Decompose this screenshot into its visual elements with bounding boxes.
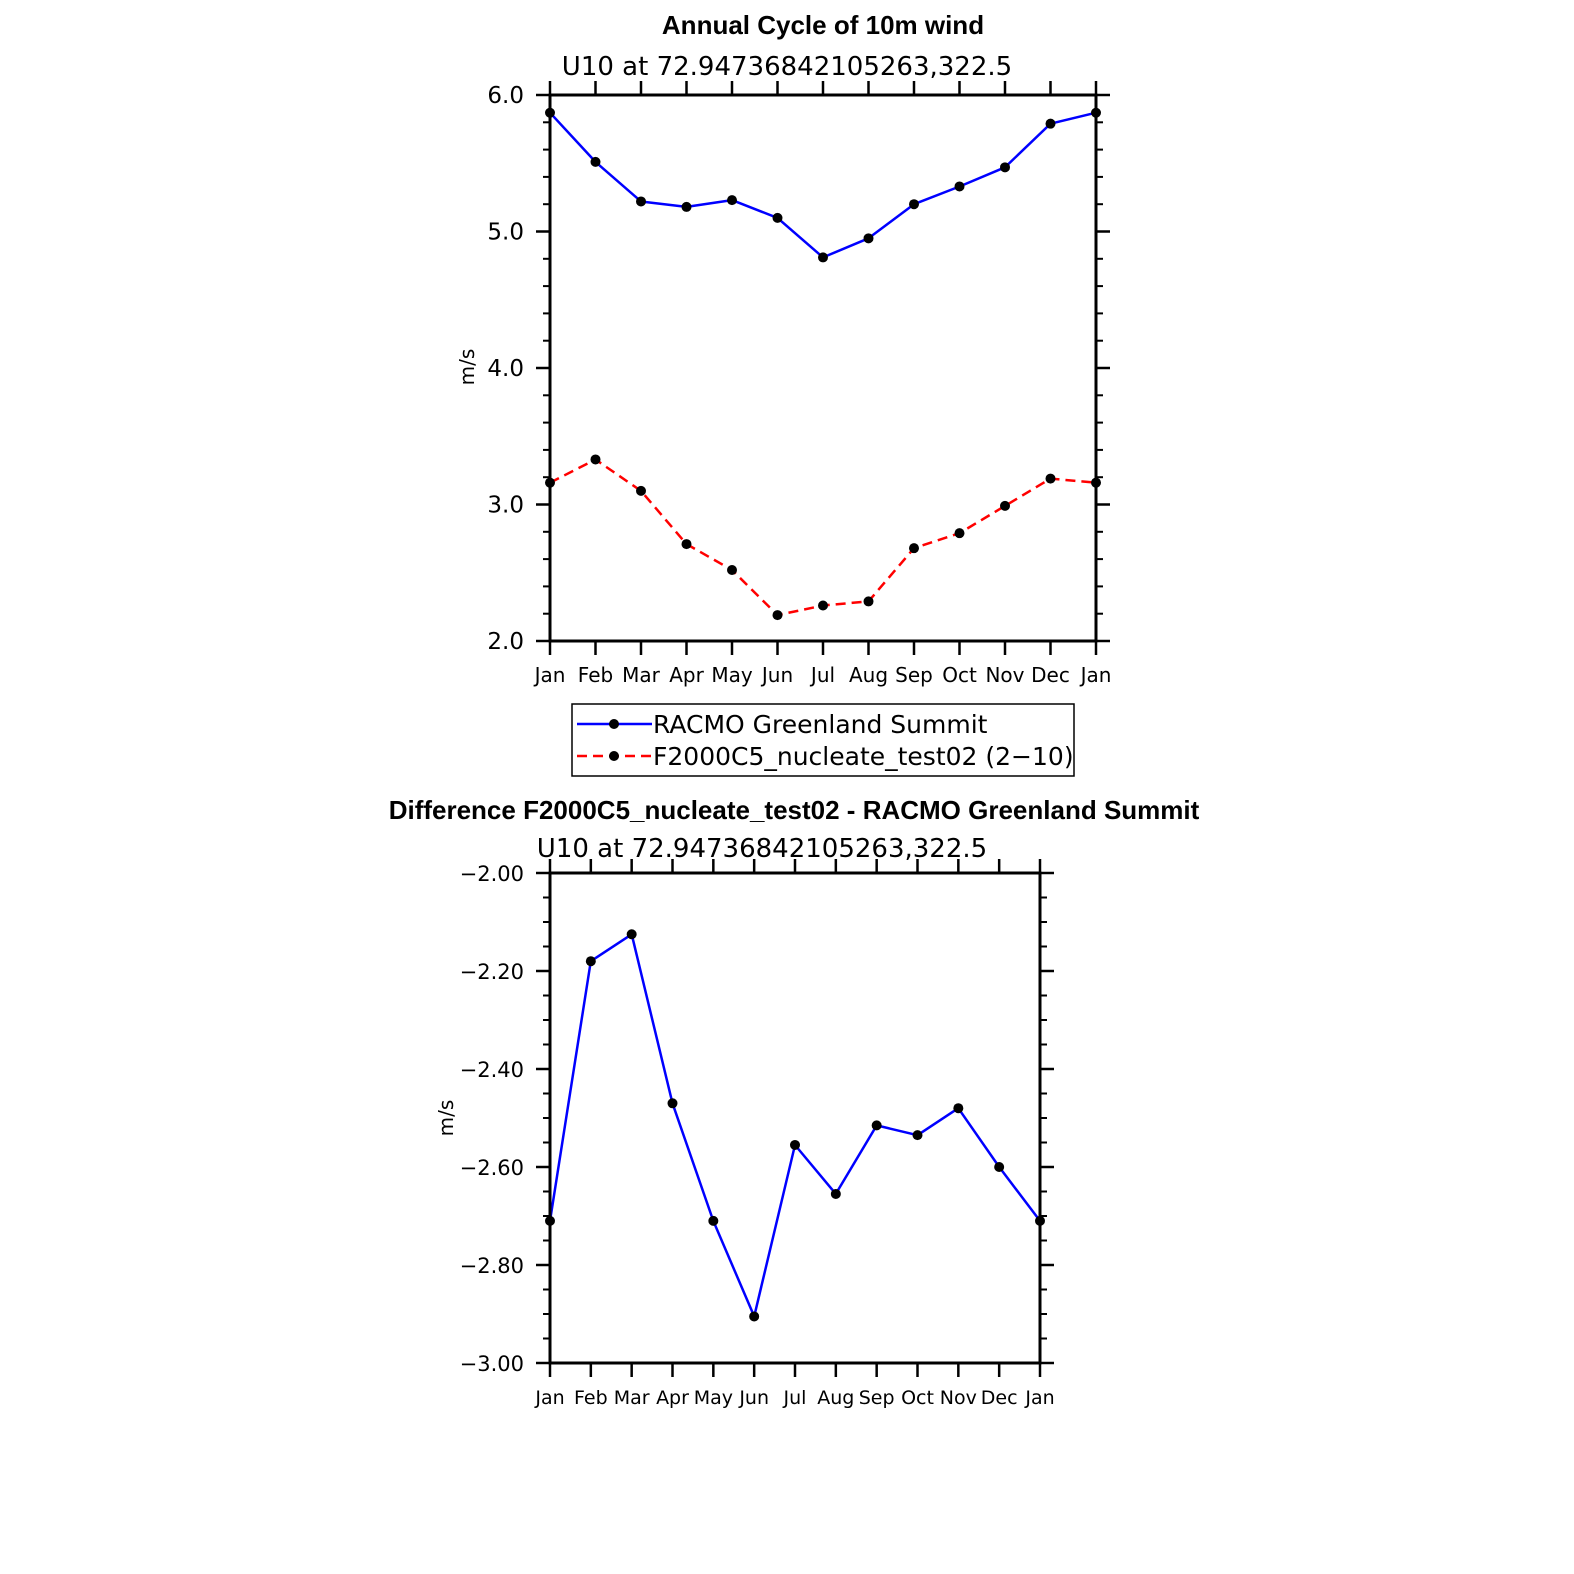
axis-ticks: [536, 859, 1054, 1377]
legend-label-racmo: RACMO Greenland Summit: [653, 710, 988, 739]
data-point: [954, 528, 965, 539]
data-point: [863, 596, 874, 607]
data-point: [667, 1098, 678, 1109]
y-tick-label: 6.0: [487, 83, 524, 109]
y-tick-label: 4.0: [487, 356, 524, 382]
x-tick-label: Apr: [669, 663, 704, 687]
x-tick-label: Feb: [578, 663, 613, 687]
x-tick-label: Dec: [1031, 663, 1070, 687]
difference-panel: Difference F2000C5_nucleate_test02 - RAC…: [389, 795, 1200, 1409]
data-point: [749, 1311, 760, 1322]
y-axis-label: m/s: [455, 349, 479, 386]
data-point: [772, 212, 783, 223]
axis-ticks: [536, 81, 1110, 655]
x-tick-label: Aug: [817, 1387, 854, 1409]
data-point: [626, 929, 637, 940]
data-point: [1045, 118, 1056, 129]
x-tick-label: Jul: [783, 1387, 807, 1409]
data-point: [772, 610, 783, 621]
x-tick-label: Jan: [534, 1387, 564, 1409]
x-tick-label: Jan: [1079, 663, 1112, 687]
data-point: [954, 181, 965, 192]
chart-subtitle: U10 at 72.94736842105263,322.5: [537, 834, 987, 864]
x-tick-label: Mar: [614, 1387, 650, 1409]
y-tick-label: 2.0: [487, 629, 524, 655]
x-tick-label: Oct: [901, 1387, 934, 1409]
y-tick-label: −2.80: [460, 1254, 524, 1278]
data-point: [790, 1139, 800, 1150]
data-point: [708, 1215, 719, 1226]
data-point: [1000, 162, 1010, 173]
y-tick-label: −3.00: [460, 1352, 524, 1376]
chart-title: Annual Cycle of 10m wind: [662, 10, 984, 40]
data-point: [585, 956, 596, 967]
y-tick-labels: −3.00 −2.80 −2.60 −2.40 −2.20 −2.00: [460, 862, 524, 1376]
y-tick-label: −2.20: [460, 960, 524, 984]
data-point: [863, 233, 874, 244]
data-point: [909, 543, 919, 554]
x-tick-label: Feb: [574, 1387, 608, 1409]
series-line: [548, 933, 1041, 1318]
data-series: [545, 929, 1045, 1322]
x-tick-labels: Jan Feb Mar Apr May Jun Jul Aug Sep Oct Nov Dec Jan: [533, 663, 1112, 687]
data-point: [912, 1130, 923, 1141]
y-tick-label: −2.40: [460, 1058, 524, 1082]
x-tick-label: Nov: [940, 1387, 977, 1409]
data-point: [830, 1188, 841, 1199]
series-line: [549, 458, 1097, 617]
legend-label-f2000c5: F2000C5_nucleate_test02 (2−10): [653, 742, 1074, 771]
data-point: [590, 454, 601, 465]
data-point: [636, 196, 646, 207]
y-tick-label: −2.00: [460, 862, 524, 886]
legend-marker-racmo: [609, 719, 619, 729]
x-tick-label: Nov: [985, 663, 1024, 687]
x-tick-label: Mar: [622, 663, 661, 687]
data-point: [1045, 473, 1056, 484]
annual-cycle-panel: Annual Cycle of 10m wind U10 at 72.94736…: [455, 10, 1112, 777]
x-tick-label: Jun: [760, 663, 793, 687]
data-point: [1000, 500, 1010, 511]
x-tick-label: Sep: [859, 1387, 895, 1409]
legend-marker-f2000c5: [609, 751, 619, 761]
x-tick-label: May: [694, 1387, 733, 1409]
data-point: [727, 565, 737, 576]
plot-frame: [548, 871, 1042, 1365]
x-tick-label: Apr: [656, 1387, 689, 1409]
data-point: [994, 1162, 1005, 1172]
x-tick-label: Jan: [533, 663, 566, 687]
data-point: [818, 600, 828, 611]
x-tick-label: Aug: [849, 663, 888, 687]
y-axis-label: m/s: [434, 1100, 458, 1137]
data-point: [727, 195, 737, 206]
y-tick-labels: 2.0 3.0 4.0 5.0 6.0: [487, 83, 524, 655]
x-tick-label: Jan: [1024, 1387, 1054, 1409]
legend-box: [571, 703, 1075, 777]
data-point: [636, 485, 646, 496]
data-point: [871, 1120, 882, 1131]
x-tick-label: Dec: [981, 1387, 1018, 1409]
data-point: [681, 201, 692, 212]
data-point: [590, 156, 601, 167]
data-series: [545, 107, 1101, 621]
x-tick-labels: Jan Feb Mar Apr May Jun Jul Aug Sep Oct Nov Dec Jan: [534, 1387, 1054, 1409]
data-point: [818, 252, 828, 263]
y-tick-label: −2.60: [460, 1156, 524, 1180]
legend: RACMO Greenland Summit F2000C5_nucleate_…: [571, 703, 1075, 777]
plot-frame: [548, 93, 1098, 643]
y-tick-label: 3.0: [487, 493, 524, 519]
x-tick-label: Jul: [809, 663, 835, 687]
data-point: [909, 199, 919, 210]
x-tick-label: Sep: [895, 663, 933, 687]
x-tick-label: Oct: [942, 663, 977, 687]
chart-title: Difference F2000C5_nucleate_test02 - RAC…: [389, 795, 1200, 825]
chart-subtitle: U10 at 72.94736842105263,322.5: [562, 52, 1012, 82]
data-point: [681, 539, 692, 550]
x-tick-label: May: [711, 663, 753, 687]
series-line: [549, 111, 1097, 259]
y-tick-label: 5.0: [487, 220, 524, 246]
data-point: [953, 1103, 964, 1114]
x-tick-label: Jun: [738, 1387, 769, 1409]
